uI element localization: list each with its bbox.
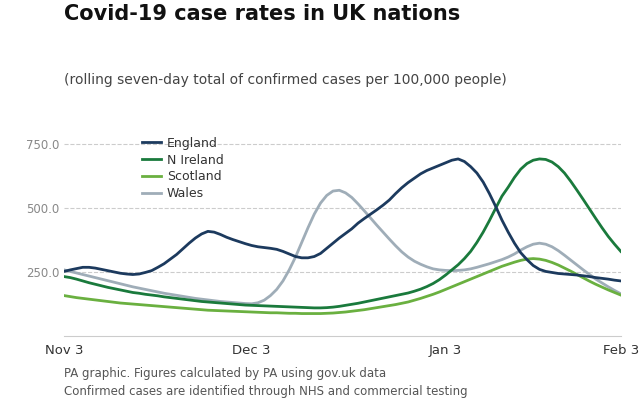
Legend: England, N Ireland, Scotland, Wales: England, N Ireland, Scotland, Wales	[137, 132, 229, 205]
Text: Covid-19 case rates in UK nations: Covid-19 case rates in UK nations	[64, 4, 460, 24]
Text: Confirmed cases are identified through NHS and commercial testing: Confirmed cases are identified through N…	[64, 385, 468, 398]
Text: (rolling seven-day total of confirmed cases per 100,000 people): (rolling seven-day total of confirmed ca…	[64, 73, 507, 87]
Text: PA graphic. Figures calculated by PA using gov.uk data: PA graphic. Figures calculated by PA usi…	[64, 367, 386, 379]
